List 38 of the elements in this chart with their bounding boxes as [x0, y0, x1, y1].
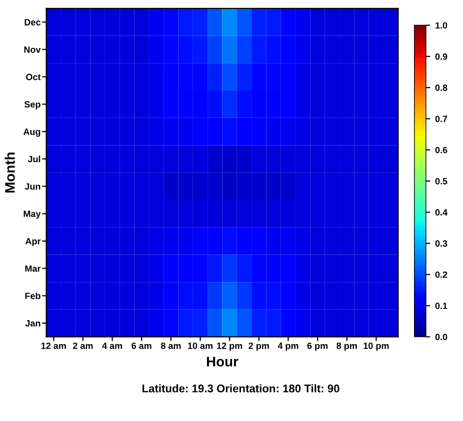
color-bar-label: 0.5	[435, 178, 448, 184]
x-tick-label: 6 pm	[307, 342, 328, 351]
x-tick-label: 4 am	[102, 342, 122, 349]
y-tick-label: Apr	[25, 238, 41, 246]
color-bar-label: 0.7	[435, 116, 448, 122]
color-bar-label: 1.0	[436, 22, 448, 29]
color-bar-label: 0.4	[435, 209, 448, 216]
text: Latitude: 19.3 Orientation: 180 Tilt: 90	[142, 384, 340, 392]
x-tick-label: 12 pm	[217, 342, 242, 351]
x-axis-title: Hour	[206, 356, 238, 367]
x-tick-label: 12 am	[41, 342, 66, 349]
y-tick-label: Jul	[28, 156, 40, 162]
y-tick-label: Jan	[25, 320, 40, 326]
y-tick-label: Mar	[25, 265, 41, 272]
y-tick-label: Nov	[24, 46, 41, 53]
color-bar-label: 0.2	[435, 271, 448, 278]
color-bar-label: 0.0	[435, 334, 448, 340]
y-tick-label: Aug	[23, 128, 40, 137]
x-tick-label: 2 am	[72, 342, 93, 349]
y-tick-label: Sep	[24, 101, 40, 110]
y-tick-label: Jun	[24, 183, 40, 190]
x-tick-label: 8 am	[160, 342, 181, 349]
x-tick-label: 2 pm	[248, 342, 269, 351]
y-tick-label: Feb	[25, 292, 40, 300]
y-tick-label: Oct	[26, 74, 41, 80]
color-bar-label: 0.1	[435, 302, 448, 310]
x-tick-label: 10 am	[188, 342, 212, 349]
y-axis-title: Month	[4, 152, 15, 193]
color-bar-label: 0.8	[435, 84, 448, 91]
color-bar-label: 0.3	[435, 240, 448, 247]
x-tick-label: 8 pm	[336, 342, 357, 351]
x-tick-label: 10 pm	[364, 342, 389, 351]
y-tick-label: Dec	[24, 19, 40, 26]
x-tick-label: 4 pm	[278, 342, 298, 351]
y-tick-label: May	[24, 210, 41, 219]
x-tick-label: 6 am	[132, 342, 152, 349]
color-bar-label: 0.6	[435, 146, 448, 154]
color-bar-label: 0.9	[435, 53, 448, 60]
